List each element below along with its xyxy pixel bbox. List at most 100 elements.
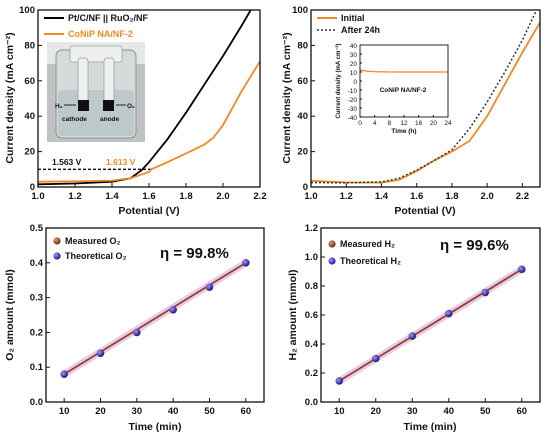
y-tick-label: 30 <box>350 52 358 59</box>
x-tick-label: 30 <box>132 406 143 417</box>
panel-b-ylabel: Current density (mA cm⁻²) <box>281 32 293 163</box>
x-tick-label: 50 <box>480 406 491 417</box>
x-tick-label: 4 <box>373 120 377 127</box>
panel-c-ylabel: O₂ amount (mmol) <box>4 269 16 361</box>
x-tick-label: 2.0 <box>481 191 494 202</box>
y-tick-label: 0.2 <box>30 327 43 338</box>
photo-label-o2: O₂ <box>127 103 135 110</box>
x-tick-label: 1.2 <box>68 191 81 202</box>
x-tick-label: 1.0 <box>304 191 317 202</box>
x-tick-label: 60 <box>241 406 252 417</box>
y-tick-label: 40 <box>24 111 35 122</box>
x-tick-label: 10 <box>59 406 70 417</box>
inset-frame <box>359 44 449 118</box>
photo-label-h2: H₂ <box>55 103 63 110</box>
panel-d-plot-area <box>335 265 526 385</box>
y-tick-label: 0 <box>30 182 35 193</box>
inset-series-label: CoNiP NA/NF-2 <box>380 87 427 94</box>
y-tick-label: 0.5 <box>30 223 44 234</box>
d-theoretical-point <box>408 332 416 340</box>
x-tick-label: 1.6 <box>142 191 155 202</box>
y-tick-label: 0.4 <box>30 258 44 269</box>
legend-c-theoretical-marker <box>53 252 61 260</box>
y-tick-label: 0 <box>303 182 308 193</box>
x-tick-label: 1.6 <box>410 191 423 202</box>
panel-b-xlabel: Potential (V) <box>394 205 455 217</box>
y-tick-label: 80 <box>297 40 308 51</box>
y-tick-label: 40 <box>297 111 308 122</box>
y-tick-label: 0.8 <box>305 281 318 292</box>
x-tick-label: 0 <box>358 120 362 127</box>
x-tick-label: 1.2 <box>340 191 353 202</box>
panel-d-ticks: 10 20 30 40 50 60 0.0 0.2 0.4 0.6 0.8 1.0 1.2 <box>305 223 527 417</box>
panel-d-ylabel: H₂ amount (mmol) <box>287 270 299 361</box>
panel-c-ticks: 10 20 30 40 50 60 0.0 0.1 0.2 0.3 0.4 0.5 <box>30 223 251 417</box>
inset-background <box>360 45 448 117</box>
photo-tube-right <box>103 57 115 105</box>
x-tick-label: 24 <box>444 120 452 127</box>
panel-d-frame <box>320 227 541 403</box>
c-theoretical-point <box>169 306 177 314</box>
x-tick-label: 10 <box>334 406 345 417</box>
x-tick-label: 20 <box>370 406 381 417</box>
y-tick-label: 0.0 <box>30 397 43 408</box>
x-tick-label: 20 <box>95 406 106 417</box>
photo-inset: H₂ O₂ cathode anode <box>47 42 145 142</box>
x-tick-label: 2.2 <box>516 191 529 202</box>
x-tick-label: 50 <box>204 406 215 417</box>
inset-ticks: 0 4 8 12 16 20 24 -40 -30 -20 -10 0 10 20 30 40 <box>348 43 452 127</box>
d-theoretical-point <box>518 265 526 273</box>
y-tick-label: 0 <box>353 79 357 86</box>
inset-xlabel: Time (h) <box>391 128 416 135</box>
legend-d-theoretical-marker <box>328 257 336 265</box>
c-measured-line <box>63 262 247 375</box>
panel-c-plot-area <box>60 259 250 378</box>
y-tick-label: -20 <box>348 97 358 104</box>
y-tick-label: -40 <box>348 115 358 122</box>
panel-a-plot-area <box>38 10 260 186</box>
y-tick-label: 0.0 <box>305 397 318 408</box>
c-theoretical-point <box>60 370 68 378</box>
panel-a-frame <box>37 9 261 188</box>
y-tick-label: 1.0 <box>305 252 318 263</box>
panel-b-plot-area <box>311 10 540 184</box>
photo-label-cathode: cathode <box>62 116 87 123</box>
photo-electrode-cathode <box>78 100 89 111</box>
y-tick-label: 1.2 <box>305 223 318 234</box>
panel-c: 10 20 30 40 50 60 0.0 0.1 0.2 0.3 0.4 0.5 Measured … <box>4 223 265 433</box>
x-tick-label: 1.4 <box>105 191 119 202</box>
series-after-24h-line <box>311 10 538 184</box>
series-conip-line <box>38 60 260 183</box>
annotation-1563: 1.563 V <box>52 157 82 167</box>
y-tick-label: 100 <box>292 5 308 16</box>
annotation-1613: 1.613 V <box>106 157 136 167</box>
x-tick-label: 1.0 <box>31 191 44 202</box>
c-theoretical-point <box>97 349 104 357</box>
y-tick-label: 60 <box>24 76 35 87</box>
series-pt-ruo2-line <box>38 10 252 186</box>
panel-d-xlabel: Time (min) <box>404 421 457 433</box>
y-tick-label: 60 <box>297 76 308 87</box>
panel-c-xlabel: Time (min) <box>129 421 182 433</box>
x-tick-label: 60 <box>516 406 527 417</box>
y-tick-label: -30 <box>348 106 358 113</box>
panel-a: 1.0 1.2 1.4 1.6 1.8 2.0 2.2 0 20 40 60 80 100 Pt/C/N… <box>4 5 267 217</box>
x-tick-label: 1.8 <box>445 191 458 202</box>
d-theoretical-point <box>372 355 380 362</box>
y-tick-label: 0.3 <box>30 293 43 304</box>
y-tick-label: 80 <box>24 40 35 51</box>
panel-a-ylabel: Current density (mA cm⁻²) <box>4 32 16 163</box>
photo-label-anode: anode <box>100 116 120 123</box>
y-tick-label: 0.4 <box>305 339 319 350</box>
d-measured-line <box>338 268 523 382</box>
panel-c-frame <box>45 227 265 403</box>
legend-d-measured-label: Measured H₂ <box>340 239 395 249</box>
y-tick-label: 20 <box>350 61 358 68</box>
legend-b-after-label: After 24h <box>341 25 380 35</box>
y-tick-label: 0.2 <box>305 368 318 379</box>
x-tick-label: 2.2 <box>253 191 266 202</box>
panel-b-inset: 0 4 8 12 16 20 24 -40 -30 -20 -10 0 10 20 30 40 CoNiP N… <box>335 43 452 135</box>
panel-c-efficiency: η = 99.8% <box>160 245 229 262</box>
